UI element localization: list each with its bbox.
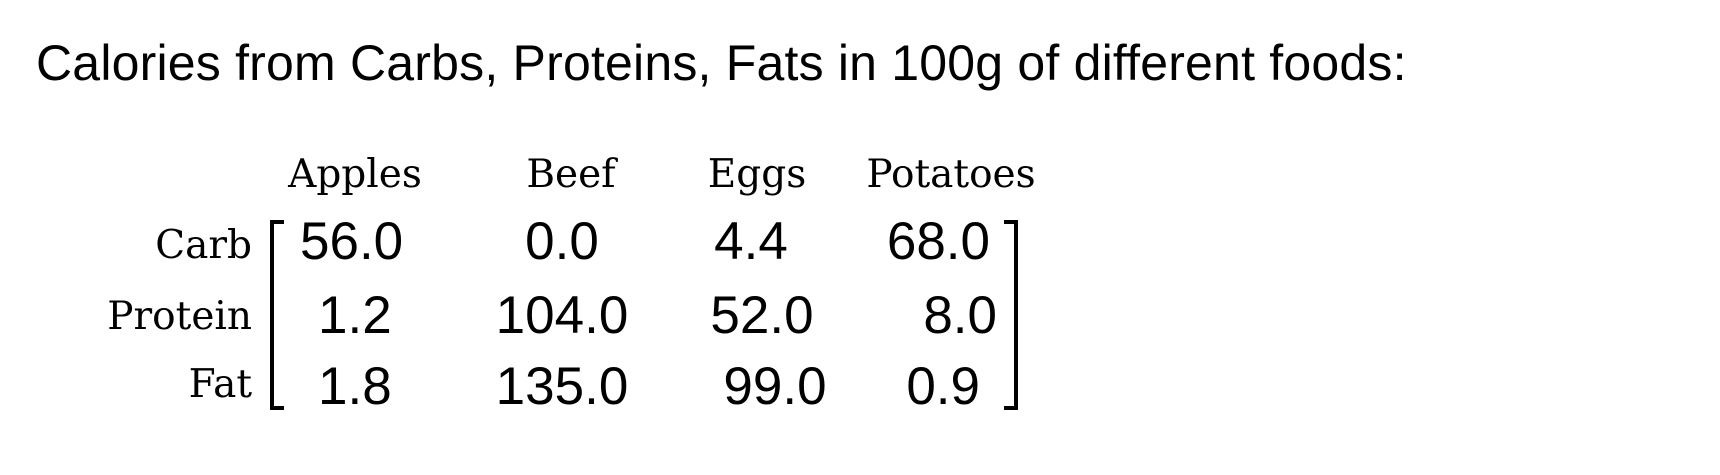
matrix-right-bracket <box>1004 220 1018 410</box>
matrix-cell: 0.9 <box>906 357 980 416</box>
matrix-cell: 99.0 <box>723 357 827 416</box>
matrix-cell: 135.0 <box>495 357 629 416</box>
column-header-potatoes: Potatoes <box>866 152 1036 197</box>
matrix-cell: 52.0 <box>710 286 814 345</box>
matrix-cell: 8.0 <box>923 286 997 345</box>
matrix-cell: 1.2 <box>318 286 392 345</box>
row-label-protein: Protein <box>107 294 252 339</box>
matrix-cell: 104.0 <box>495 286 629 345</box>
matrix-cell: 4.4 <box>714 212 788 271</box>
column-header-eggs: Eggs <box>707 152 807 197</box>
column-header-apples: Apples <box>288 152 422 197</box>
column-header-beef: Beef <box>526 152 616 197</box>
row-label-fat: Fat <box>188 362 252 407</box>
matrix-cell: 56.0 <box>300 212 404 271</box>
matrix-cell: 68.0 <box>886 212 990 271</box>
matrix-cell: 1.8 <box>318 357 392 416</box>
matrix-cell: 0.0 <box>525 212 599 271</box>
matrix-left-bracket <box>270 220 284 410</box>
page-title: Calories from Carbs, Proteins, Fats in 1… <box>36 35 1407 91</box>
row-label-carb: Carb <box>155 223 252 268</box>
